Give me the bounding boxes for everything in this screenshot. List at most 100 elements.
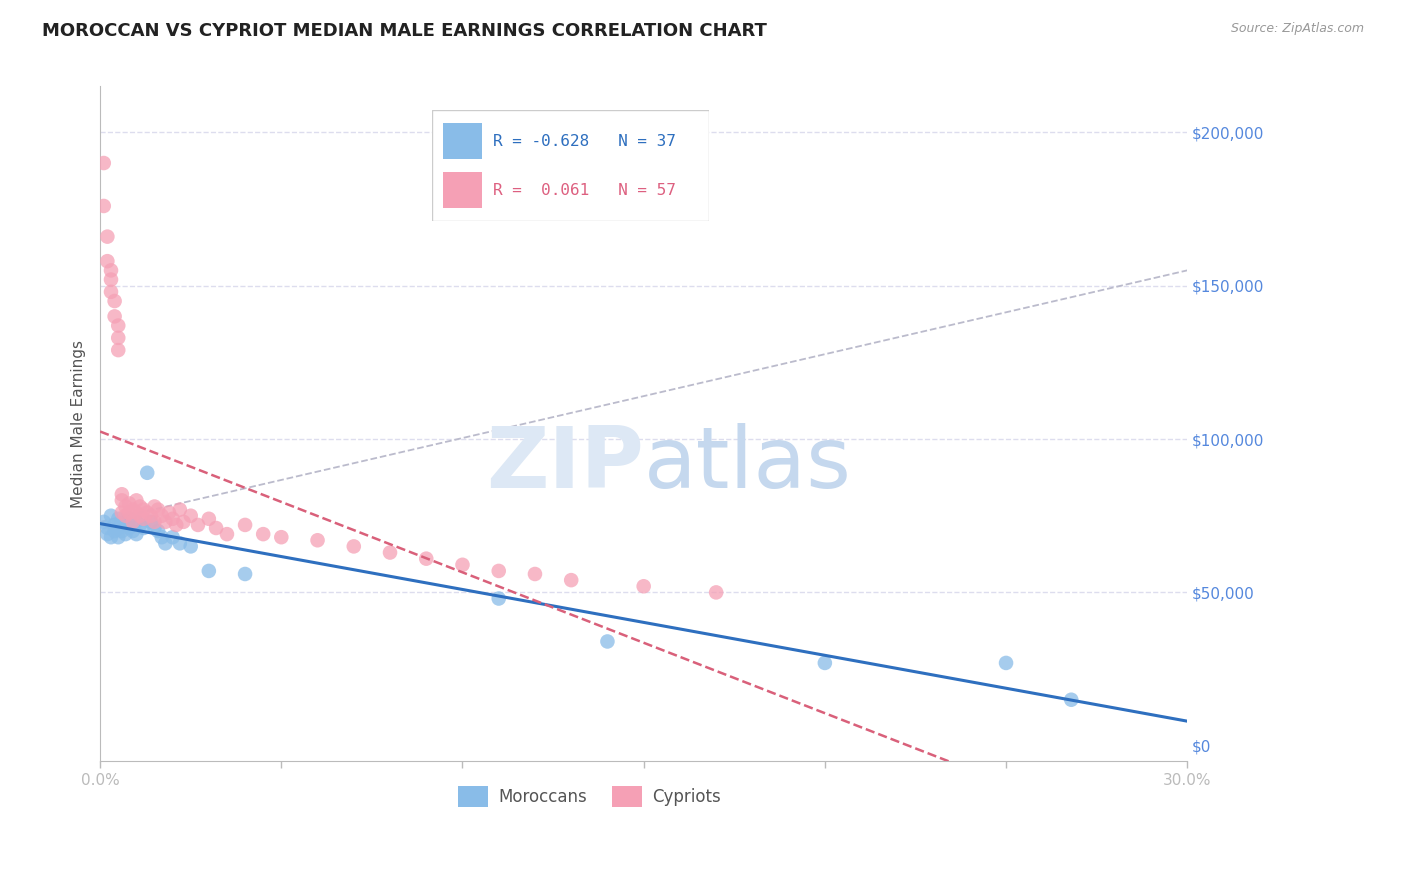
Point [111, 487, 134, 501]
Point [180, 508, 202, 523]
Point [415, 551, 437, 566]
Point [132, 521, 155, 535]
Point [114, 508, 136, 523]
Point [560, 573, 582, 587]
Point [252, 527, 274, 541]
Point [129, 508, 152, 523]
Point [307, 533, 329, 548]
Point [129, 517, 152, 532]
Point [100, 530, 122, 544]
Y-axis label: Median Male Earnings: Median Male Earnings [72, 340, 86, 508]
Point [100, 508, 122, 523]
Point [107, 512, 129, 526]
Point [488, 591, 510, 606]
Point [136, 506, 159, 520]
Point [187, 517, 209, 532]
Point [96, 521, 118, 535]
Point [162, 512, 184, 526]
Point [205, 521, 228, 535]
Point [104, 310, 127, 324]
Point [704, 585, 727, 599]
Point [143, 515, 166, 529]
Point [121, 502, 143, 516]
Point [343, 540, 366, 554]
Point [100, 285, 122, 299]
Point [118, 521, 141, 535]
Point [93, 515, 115, 529]
Point [100, 272, 122, 286]
Point [93, 199, 115, 213]
Point [157, 506, 180, 520]
Text: MOROCCAN VS CYPRIOT MEDIAN MALE EARNINGS CORRELATION CHART: MOROCCAN VS CYPRIOT MEDIAN MALE EARNINGS… [42, 22, 768, 40]
Point [139, 515, 162, 529]
Point [1060, 692, 1083, 706]
Point [233, 566, 256, 581]
Point [150, 508, 173, 523]
Text: Source: ZipAtlas.com: Source: ZipAtlas.com [1230, 22, 1364, 36]
Point [114, 527, 136, 541]
Point [129, 500, 152, 514]
Legend: Moroccans, Cypriots: Moroccans, Cypriots [451, 780, 727, 814]
Point [107, 318, 129, 333]
Point [155, 515, 177, 529]
Point [633, 579, 655, 593]
Point [107, 530, 129, 544]
Point [107, 343, 129, 358]
Point [995, 656, 1018, 670]
Point [172, 515, 194, 529]
Point [814, 656, 837, 670]
Point [107, 521, 129, 535]
Point [96, 254, 118, 268]
Point [146, 502, 169, 516]
Point [270, 530, 292, 544]
Point [118, 506, 141, 520]
Point [107, 331, 129, 345]
Point [596, 634, 619, 648]
Point [180, 540, 202, 554]
Point [104, 517, 127, 532]
Point [121, 524, 143, 538]
Point [96, 229, 118, 244]
Point [104, 524, 127, 538]
Point [125, 493, 148, 508]
Point [125, 506, 148, 520]
Point [215, 527, 238, 541]
Point [111, 515, 134, 529]
Point [198, 564, 221, 578]
Point [125, 515, 148, 529]
Point [111, 524, 134, 538]
Point [104, 293, 127, 308]
Point [136, 466, 159, 480]
Point [132, 502, 155, 516]
Point [132, 512, 155, 526]
Point [114, 500, 136, 514]
Text: atlas: atlas [644, 423, 852, 506]
Point [139, 508, 162, 523]
Point [169, 536, 191, 550]
Point [118, 496, 141, 510]
Point [233, 517, 256, 532]
Point [523, 566, 546, 581]
Point [118, 512, 141, 526]
Point [143, 500, 166, 514]
Point [121, 515, 143, 529]
Point [150, 530, 173, 544]
Point [100, 263, 122, 277]
Point [451, 558, 474, 572]
Point [111, 506, 134, 520]
Point [169, 502, 191, 516]
Point [143, 521, 166, 535]
Point [111, 493, 134, 508]
Point [155, 536, 177, 550]
Point [378, 545, 401, 559]
Point [125, 527, 148, 541]
Point [165, 517, 187, 532]
Point [198, 512, 221, 526]
Point [93, 156, 115, 170]
Point [146, 524, 169, 538]
Point [162, 530, 184, 544]
Point [96, 527, 118, 541]
Text: ZIP: ZIP [486, 423, 644, 506]
Point [114, 517, 136, 532]
Point [488, 564, 510, 578]
